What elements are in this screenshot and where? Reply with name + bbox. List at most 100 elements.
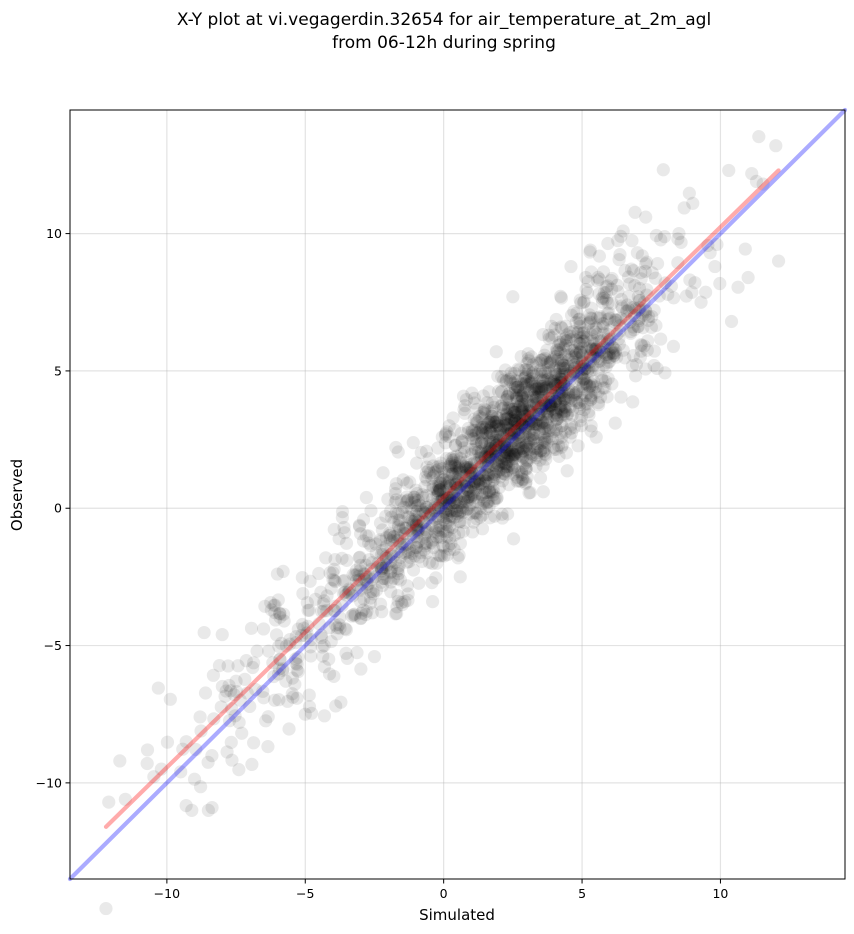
scatter-point xyxy=(564,259,578,274)
scatter-point xyxy=(585,343,600,357)
scatter-point xyxy=(516,473,530,487)
scatter-point xyxy=(337,520,351,535)
scatter-point xyxy=(342,585,356,599)
scatter-point xyxy=(330,621,344,635)
scatter-point xyxy=(638,257,653,271)
scatter-point xyxy=(600,332,614,346)
scatter-point xyxy=(514,403,529,417)
scatter-point xyxy=(542,332,556,346)
scatter-point xyxy=(478,422,492,436)
scatter-point xyxy=(467,432,481,446)
scatter-point xyxy=(515,390,529,404)
scatter-point xyxy=(626,349,641,363)
scatter-point xyxy=(559,446,573,460)
scatter-point xyxy=(501,389,515,403)
scatter-point xyxy=(285,687,299,701)
scatter-point xyxy=(580,397,594,411)
scatter-point xyxy=(409,499,423,513)
scatter-point xyxy=(497,413,511,427)
scatter-point xyxy=(463,460,478,474)
scatter-point xyxy=(386,549,400,563)
scatter-point xyxy=(634,337,648,352)
scatter-point xyxy=(437,493,451,507)
scatter-point xyxy=(467,396,482,410)
scatter-point xyxy=(558,400,572,414)
scatter-point xyxy=(475,435,489,450)
scatter-point xyxy=(581,317,595,331)
scatter-point xyxy=(567,358,582,372)
scatter-point xyxy=(193,710,207,724)
scatter-point xyxy=(674,235,688,249)
scatter-point xyxy=(489,462,504,476)
scatter-point xyxy=(557,400,571,414)
scatter-point xyxy=(608,313,622,327)
scatter-point xyxy=(500,392,514,406)
scatter-point xyxy=(401,493,415,507)
scatter-point xyxy=(424,507,438,522)
scatter-point xyxy=(599,374,613,388)
scatter-point xyxy=(605,296,619,310)
scatter-point xyxy=(482,495,496,509)
scatter-point xyxy=(586,333,600,347)
scatter-point xyxy=(556,358,570,372)
scatter-point xyxy=(500,439,514,453)
scatter-point xyxy=(377,567,391,581)
scatter-point xyxy=(438,428,453,442)
scatter-point xyxy=(591,351,605,366)
scatter-point xyxy=(224,684,238,698)
scatter-point xyxy=(447,528,462,542)
scatter-point xyxy=(304,649,318,663)
scatter-point xyxy=(542,395,556,410)
scatter-point xyxy=(551,431,565,446)
scatter-point xyxy=(401,593,415,607)
scatter-point xyxy=(547,362,561,376)
scatter-point xyxy=(492,440,506,454)
scatter-point xyxy=(546,440,561,454)
scatter-point xyxy=(476,490,490,504)
scatter-point xyxy=(442,498,456,513)
scatter-point xyxy=(451,481,465,495)
scatter-point xyxy=(389,506,403,520)
scatter-point xyxy=(444,459,458,473)
scatter-point xyxy=(511,380,525,394)
scatter-point xyxy=(431,526,445,540)
scatter-point xyxy=(596,265,611,279)
scatter-point xyxy=(519,453,534,467)
scatter-point xyxy=(357,567,371,581)
scatter-point xyxy=(452,548,466,562)
scatter-point xyxy=(526,380,540,394)
scatter-point xyxy=(398,595,412,609)
scatter-point xyxy=(449,477,463,492)
scatter-point xyxy=(518,440,532,454)
scatter-point xyxy=(504,426,518,440)
scatter-point xyxy=(536,416,551,430)
scatter-point xyxy=(563,390,577,404)
scatter-point xyxy=(473,477,487,491)
scatter-point xyxy=(538,365,553,379)
scatter-point xyxy=(458,473,472,488)
scatter-point xyxy=(467,456,482,470)
scatter-point xyxy=(426,459,440,473)
scatter-point xyxy=(418,479,432,494)
scatter-point xyxy=(290,663,304,677)
scatter-point xyxy=(505,444,519,458)
scatter-point xyxy=(465,442,479,456)
scatter-point xyxy=(383,566,397,580)
scatter-point xyxy=(545,388,560,402)
scatter-point xyxy=(518,426,532,441)
scatter-point xyxy=(488,416,502,430)
x-tick-label: −5 xyxy=(296,886,314,901)
scatter-point xyxy=(579,376,594,390)
scatter-point xyxy=(603,323,617,337)
scatter-point xyxy=(531,407,545,422)
scatter-point xyxy=(555,321,569,335)
scatter-point xyxy=(315,604,329,619)
scatter-point xyxy=(361,577,375,591)
scatter-point xyxy=(567,343,582,357)
scatter-point xyxy=(417,515,431,529)
scatter-point xyxy=(375,578,390,593)
scatter-point xyxy=(383,526,397,540)
scatter-point xyxy=(563,366,577,380)
scatter-point xyxy=(593,311,607,325)
scatter-point xyxy=(529,392,543,406)
